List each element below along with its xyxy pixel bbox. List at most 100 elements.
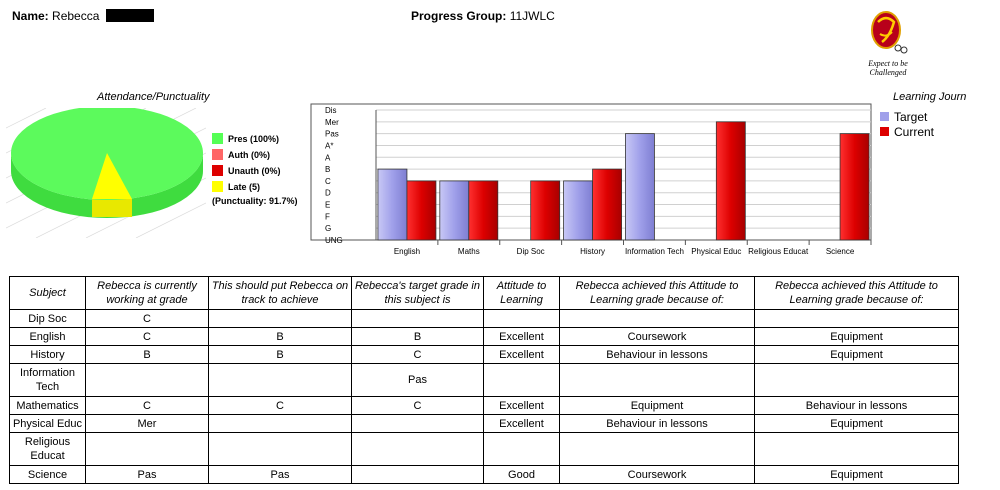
group-label: Progress Group: bbox=[411, 9, 507, 23]
cell-reason-1 bbox=[559, 309, 755, 328]
bar-current bbox=[468, 180, 499, 241]
y-tick-label: D bbox=[325, 189, 331, 198]
legend-swatch-target bbox=[880, 112, 889, 121]
legend-swatch bbox=[212, 149, 223, 160]
cell-reason-2 bbox=[754, 309, 959, 328]
cell-attitude bbox=[483, 363, 560, 397]
punctuality-value: (Punctuality: 91.7%) bbox=[212, 196, 298, 206]
cell-on-track bbox=[208, 414, 352, 433]
legend-swatch bbox=[212, 181, 223, 192]
table-row: Science Pas Pas Good Coursework Equipment bbox=[9, 465, 959, 484]
cell-reason-1: Behaviour in lessons bbox=[559, 414, 755, 433]
cell-target-grade: Pas bbox=[351, 363, 484, 397]
col-attitude: Attitude to Learning bbox=[483, 276, 560, 310]
x-axis-labels: English Maths Dip Soc History Information Te… bbox=[394, 240, 872, 256]
cell-target-grade bbox=[351, 465, 484, 484]
col-reason-2: Rebecca achieved this Attitude to Learni… bbox=[754, 276, 959, 310]
cell-subject: Dip Soc bbox=[9, 309, 86, 328]
x-tick-label: Information Tech bbox=[625, 247, 684, 256]
cell-reason-2: Equipment bbox=[754, 414, 959, 433]
bar-current bbox=[592, 168, 622, 241]
cell-reason-2 bbox=[754, 432, 959, 466]
bar-target bbox=[625, 133, 655, 241]
student-name: Name: Rebecca bbox=[12, 9, 154, 23]
y-tick-label: A bbox=[325, 153, 331, 162]
cell-current-grade: C bbox=[85, 327, 209, 346]
cell-target-grade bbox=[351, 309, 484, 328]
cell-target-grade: C bbox=[351, 345, 484, 364]
cell-reason-2: Equipment bbox=[754, 465, 959, 484]
motto-line-2: Challenged bbox=[869, 68, 907, 77]
cell-on-track bbox=[208, 363, 352, 397]
school-motto: Expect to be Challenged bbox=[862, 59, 914, 77]
bar-current bbox=[530, 180, 561, 241]
cell-target-grade bbox=[351, 432, 484, 466]
legend-label: Pres (100%) bbox=[228, 134, 280, 144]
group-value: 11JWLC bbox=[509, 9, 555, 23]
cell-attitude: Good bbox=[483, 465, 560, 484]
x-tick-label: English bbox=[394, 247, 420, 256]
cell-reason-1: Coursework bbox=[559, 327, 755, 346]
cell-subject: Physical Educ bbox=[9, 414, 86, 433]
cell-attitude bbox=[483, 309, 560, 328]
col-on-track: This should put Rebecca on track to achi… bbox=[208, 276, 352, 310]
col-target-grade: Rebecca's target grade in this subject i… bbox=[351, 276, 484, 310]
table-header-row: Subject Rebecca is currently working at … bbox=[9, 276, 959, 310]
cell-subject: English bbox=[9, 327, 86, 346]
cell-reason-2: Equipment bbox=[754, 345, 959, 364]
legend-late: Late (5) bbox=[212, 181, 260, 192]
cell-attitude: Excellent bbox=[483, 396, 560, 415]
name-value: Rebecca bbox=[52, 9, 100, 23]
cell-subject: Mathematics bbox=[9, 396, 86, 415]
crest-icon bbox=[871, 11, 908, 54]
cell-on-track bbox=[208, 432, 352, 466]
legend-present: Pres (100%) bbox=[212, 133, 279, 144]
pie-slice-late bbox=[92, 153, 132, 199]
legend-label-current: Current bbox=[894, 125, 935, 139]
cell-reason-1: Equipment bbox=[559, 396, 755, 415]
x-tick-label: Science bbox=[826, 247, 855, 256]
legend-swatch-current bbox=[880, 127, 889, 136]
y-tick-label: F bbox=[325, 212, 330, 221]
y-tick-label: A* bbox=[325, 141, 333, 150]
cell-on-track: B bbox=[208, 327, 352, 346]
cell-subject: Information Tech bbox=[9, 363, 86, 397]
cell-subject: History bbox=[9, 345, 86, 364]
x-tick-label: Physical Educ bbox=[691, 247, 741, 256]
cell-current-grade: Mer bbox=[85, 414, 209, 433]
cell-subject: Science bbox=[9, 465, 86, 484]
name-label: Name: bbox=[12, 9, 49, 23]
cell-reason-1: Behaviour in lessons bbox=[559, 345, 755, 364]
cell-on-track: Pas bbox=[208, 465, 352, 484]
legend-label: Late (5) bbox=[228, 182, 261, 192]
attendance-pie-chart bbox=[6, 108, 206, 238]
cell-reason-1 bbox=[559, 432, 755, 466]
bar-current bbox=[406, 180, 437, 241]
cell-on-track: C bbox=[208, 396, 352, 415]
school-logo: Expect to be Challenged bbox=[862, 8, 914, 77]
table-row: Information Tech Pas bbox=[9, 363, 959, 397]
y-tick-label: B bbox=[325, 165, 330, 174]
legend-label: Unauth (0%) bbox=[228, 166, 281, 176]
bar-target bbox=[439, 180, 470, 241]
cell-current-grade: C bbox=[85, 396, 209, 415]
bar-target bbox=[563, 180, 593, 241]
legend-unauth: Unauth (0%) bbox=[212, 165, 281, 176]
cell-on-track bbox=[208, 309, 352, 328]
y-tick-label: Mer bbox=[325, 118, 339, 127]
cell-reason-1: Coursework bbox=[559, 465, 755, 484]
x-tick-label: Dip Soc bbox=[517, 247, 545, 256]
learning-journey-title: Learning Journ bbox=[893, 91, 967, 103]
legend-swatch bbox=[212, 165, 223, 176]
legend-label: Auth (0%) bbox=[228, 150, 270, 160]
cell-on-track: B bbox=[208, 345, 352, 364]
y-tick-label: Dis bbox=[325, 106, 337, 115]
cell-reason-2 bbox=[754, 363, 959, 397]
cell-reason-2: Equipment bbox=[754, 327, 959, 346]
table-row: Physical Educ Mer Excellent Behaviour in le… bbox=[9, 414, 959, 433]
bar-current bbox=[715, 121, 746, 241]
cell-target-grade: B bbox=[351, 327, 484, 346]
